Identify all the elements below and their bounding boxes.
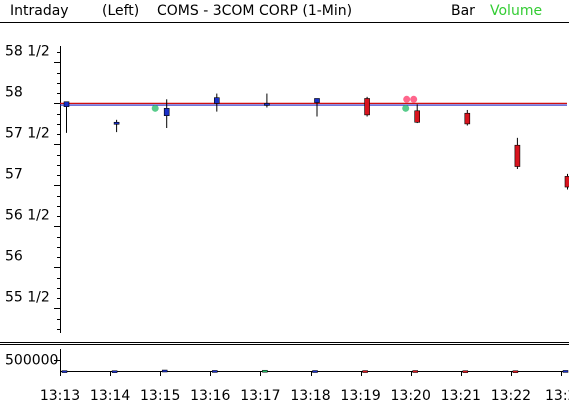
axis-side-label: (Left) bbox=[102, 3, 140, 19]
volume-bar bbox=[61, 370, 68, 373]
volume-bar bbox=[262, 369, 268, 373]
volume-bar bbox=[312, 370, 318, 373]
candle-body bbox=[63, 101, 70, 107]
x-tick-label: 13:18 bbox=[290, 388, 330, 404]
chart-title: COMS - 3COM CORP (1-Min) bbox=[157, 3, 353, 19]
candle-body bbox=[264, 103, 270, 106]
x-tick-label: 13:15 bbox=[140, 388, 180, 404]
candle-body bbox=[464, 112, 471, 125]
volume-bar bbox=[362, 370, 368, 373]
y-tick-label: 56 bbox=[5, 249, 23, 265]
volume-bar bbox=[111, 370, 118, 373]
volume-bar bbox=[562, 370, 569, 373]
chart-type-label: Intraday bbox=[10, 3, 69, 19]
candle-body bbox=[214, 97, 220, 104]
candle-body bbox=[564, 176, 569, 188]
signal-marker bbox=[403, 95, 411, 103]
candle-body bbox=[514, 144, 521, 167]
chart-style-label[interactable]: Bar bbox=[451, 3, 475, 19]
x-tick-label: 13:14 bbox=[90, 388, 130, 404]
volume-bar bbox=[462, 370, 469, 373]
volume-bar bbox=[161, 369, 168, 373]
y-tick-label: 57 bbox=[5, 167, 23, 183]
volume-bar bbox=[512, 370, 519, 373]
y-tick-label: 57 1/2 bbox=[5, 126, 50, 142]
signal-marker bbox=[410, 95, 418, 103]
candle-body bbox=[414, 110, 421, 123]
y-tick-label: 56 1/2 bbox=[5, 208, 50, 224]
y-tick-label: 58 bbox=[5, 85, 23, 101]
volume-bar bbox=[212, 370, 218, 373]
x-tick-label: 13:16 bbox=[190, 388, 230, 404]
x-tick-label: 13:21 bbox=[441, 388, 481, 404]
signal-marker bbox=[402, 104, 410, 112]
candle-body bbox=[364, 98, 370, 116]
volume-y-tick-label: 500000 bbox=[5, 353, 58, 369]
x-tick-label: 13:13 bbox=[40, 388, 80, 404]
x-tick-label: 13:22 bbox=[491, 388, 531, 404]
candle-body bbox=[113, 121, 120, 125]
candle-body bbox=[163, 108, 170, 116]
signal-marker bbox=[151, 104, 159, 112]
x-tick-label: 13:17 bbox=[240, 388, 280, 404]
x-tick-label: 13:19 bbox=[340, 388, 380, 404]
volume-bar bbox=[412, 370, 418, 373]
x-tick-label: 13:2 bbox=[545, 388, 569, 404]
y-tick-label: 55 1/2 bbox=[5, 290, 50, 306]
y-tick-label: 58 1/2 bbox=[5, 44, 50, 60]
volume-toggle-label[interactable]: Volume bbox=[490, 3, 543, 19]
x-tick-label: 13:20 bbox=[391, 388, 431, 404]
candle-body bbox=[314, 98, 320, 103]
